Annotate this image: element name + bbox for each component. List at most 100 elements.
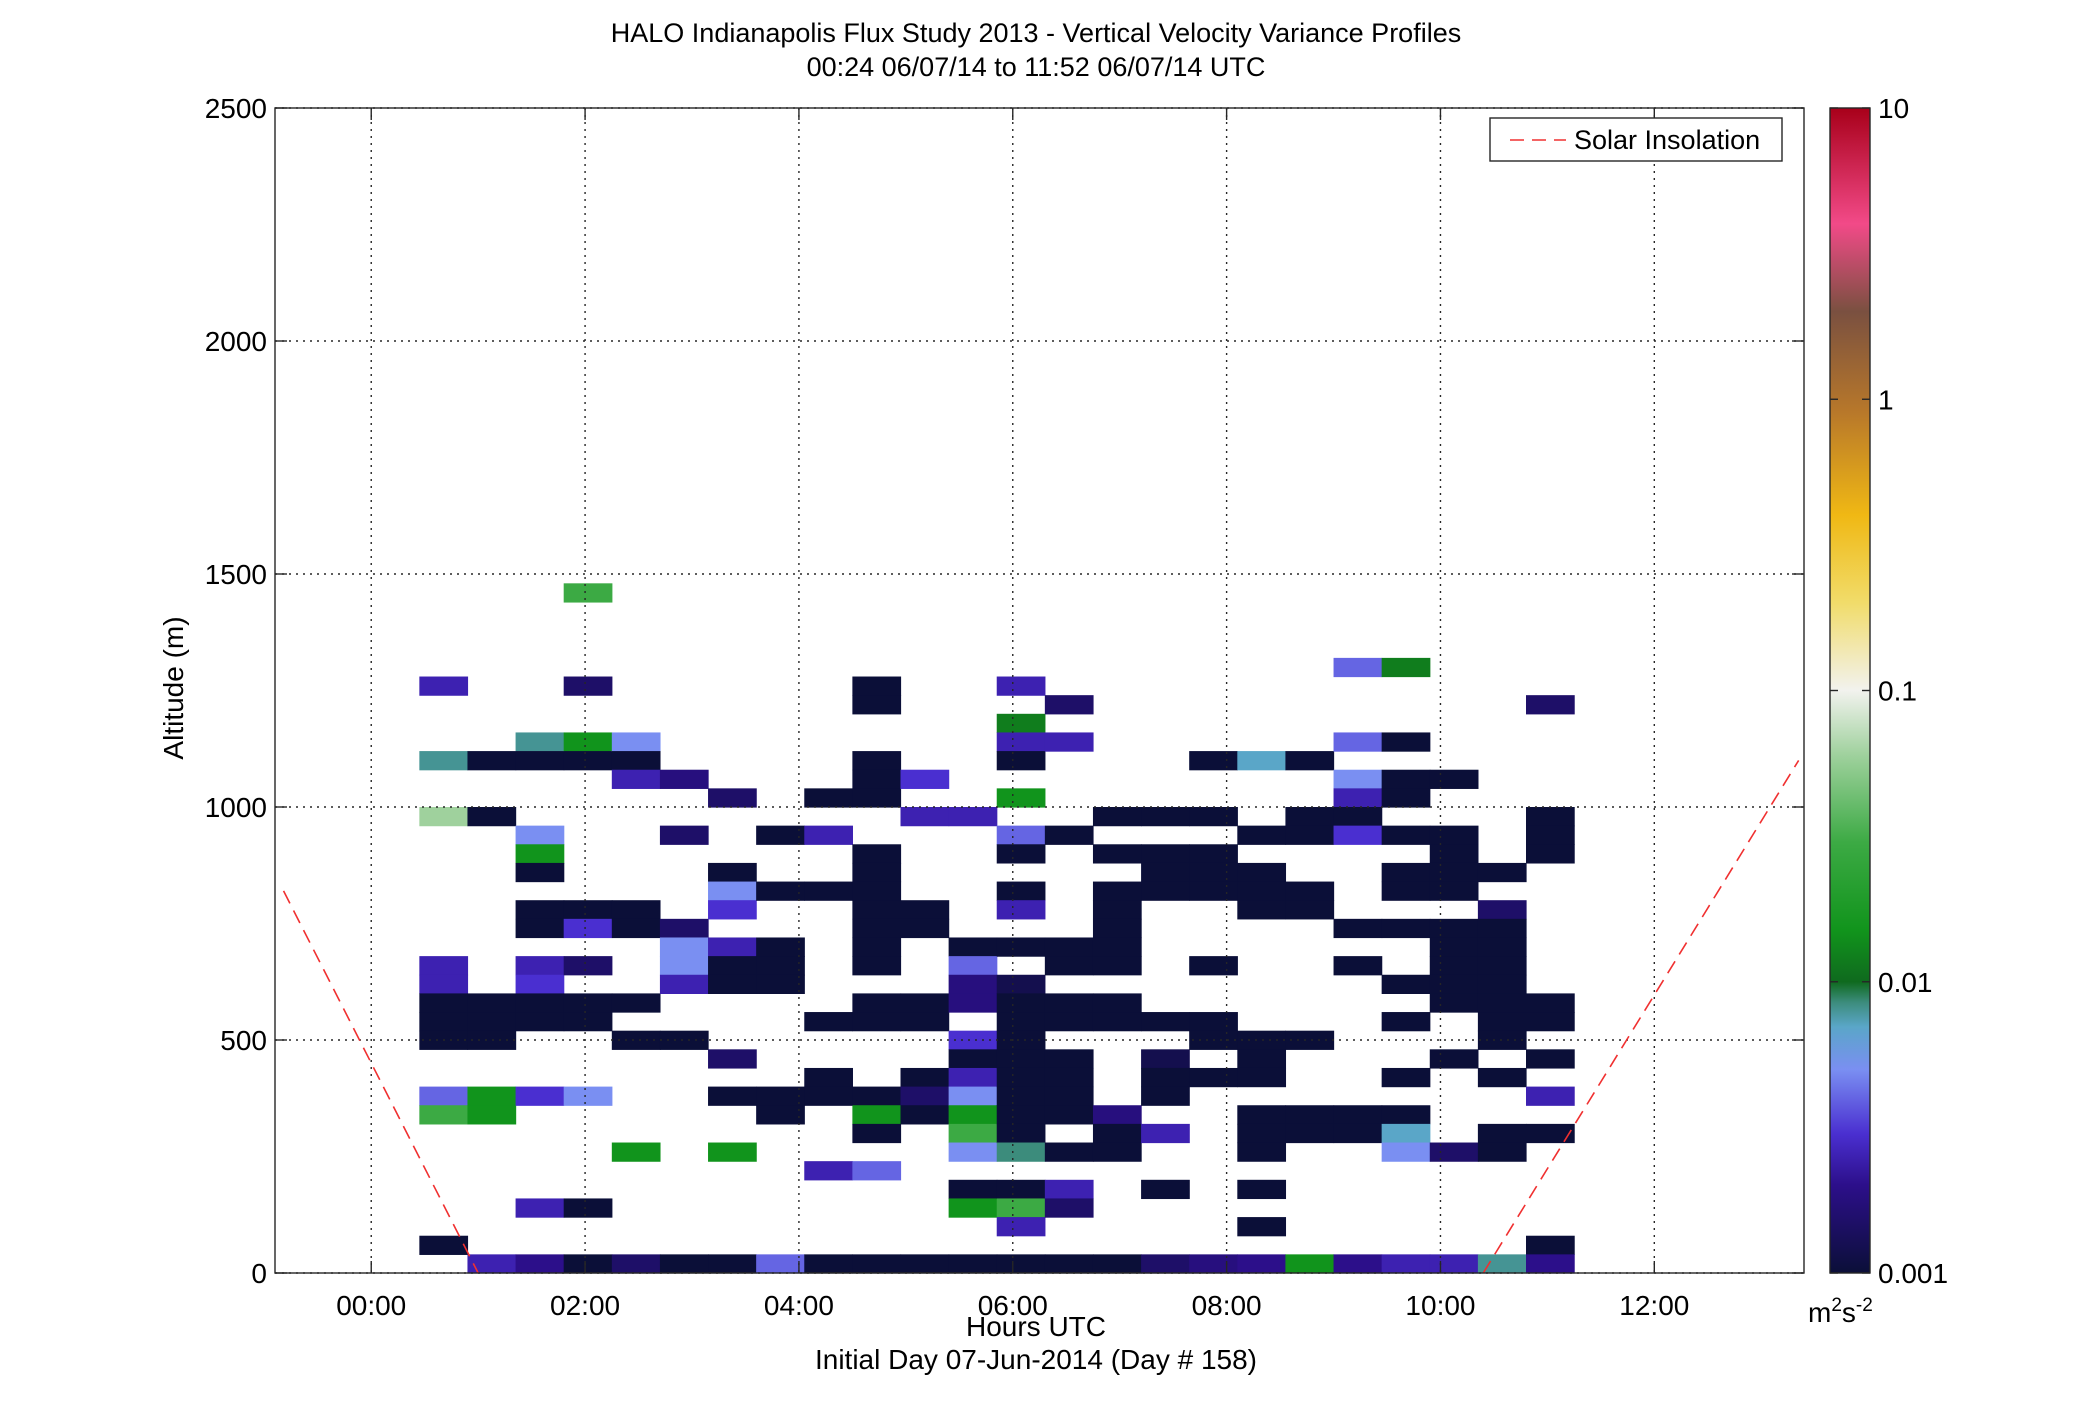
heatmap-cell <box>1092 918 1142 939</box>
heatmap-cell <box>563 918 613 939</box>
heatmap-cell <box>1044 1012 1094 1032</box>
heatmap-cell <box>708 956 757 976</box>
heatmap-cell <box>1526 993 1575 1013</box>
solar-insolation-line <box>282 890 479 1274</box>
heatmap-cell <box>948 937 998 957</box>
heatmap-cell <box>1333 769 1383 789</box>
heatmap-cell <box>1429 844 1479 864</box>
heatmap-cell <box>996 1086 1046 1106</box>
heatmap-cell <box>1381 862 1431 883</box>
heatmap-cell <box>1237 881 1287 901</box>
colorbar-tick-label: 0.1 <box>1878 676 1917 707</box>
heatmap-cell <box>1092 937 1142 957</box>
plot-frame <box>274 107 1805 1274</box>
heatmap-cell <box>1526 825 1575 845</box>
heatmap-cell <box>515 844 565 864</box>
heatmap-cell <box>852 956 902 976</box>
heatmap-cell <box>467 1012 517 1032</box>
heatmap-cell <box>852 844 902 864</box>
heatmap-cell <box>900 918 950 939</box>
heatmap-cell <box>515 974 565 994</box>
heatmap-cell <box>1477 1123 1527 1144</box>
heatmap-cell <box>1381 1012 1431 1032</box>
colorbar-tick-label: 10 <box>1878 93 1909 124</box>
heatmap-cell <box>996 1030 1046 1050</box>
heatmap-cell <box>563 732 613 752</box>
heatmap-cell <box>1429 881 1479 901</box>
heatmap-cell <box>419 1012 469 1032</box>
heatmap-cell <box>1189 844 1238 864</box>
heatmap-cell <box>852 1105 902 1125</box>
heatmap-cell <box>1381 1123 1431 1144</box>
heatmap-cell <box>1237 825 1287 845</box>
heatmap-cell <box>1477 1142 1527 1162</box>
y-tick-label: 0 <box>251 1258 267 1289</box>
heatmap-cell <box>419 1235 469 1255</box>
heatmap-cell <box>1381 657 1431 678</box>
heatmap-cell <box>996 788 1046 808</box>
heatmap-cell <box>659 937 709 957</box>
heatmap-cell <box>1189 751 1238 771</box>
heatmap-cell <box>1141 1179 1190 1200</box>
heatmap-cell <box>515 825 565 845</box>
heatmap-cell <box>1381 974 1431 994</box>
heatmap-cell <box>611 900 661 920</box>
heatmap-cell <box>852 676 902 696</box>
heatmap-cell <box>659 974 709 994</box>
heatmap-cell <box>467 1030 517 1050</box>
heatmap-cell <box>1092 881 1142 901</box>
heatmap-cell <box>1381 769 1431 789</box>
colorbar-tick-label: 0.001 <box>1878 1258 1948 1289</box>
heatmap-cell <box>708 1086 757 1106</box>
heatmap-cell <box>900 993 950 1013</box>
heatmap-cell <box>1285 1105 1335 1125</box>
heatmap-cell <box>659 825 709 845</box>
heatmap-cell <box>1477 956 1527 976</box>
heatmap-cell <box>900 1254 950 1274</box>
heatmap-cell <box>948 1105 998 1125</box>
heatmap-cell <box>900 1012 950 1032</box>
heatmap-cell <box>1381 1142 1431 1162</box>
heatmap-cell <box>515 1254 565 1274</box>
heatmap-cell <box>852 918 902 939</box>
heatmap-cell <box>515 1198 565 1218</box>
heatmap-cell <box>563 751 613 771</box>
heatmap-cell <box>1237 1049 1287 1069</box>
legend: Solar Insolation <box>1489 117 1783 162</box>
y-tick-label: 2000 <box>205 326 267 357</box>
heatmap-cell <box>852 881 902 901</box>
heatmap-cell <box>467 1254 517 1274</box>
heatmap-cell <box>804 1161 853 1181</box>
legend-solar-label: Solar Insolation <box>1574 125 1760 155</box>
heatmap-cell <box>419 1086 469 1106</box>
heatmap-cell <box>1477 993 1527 1013</box>
heatmap-cell <box>1333 807 1383 827</box>
heatmap-cell <box>804 1086 853 1106</box>
heatmap-cell <box>708 881 757 901</box>
heatmap-cell <box>1189 1067 1238 1088</box>
heatmap-cell <box>1333 732 1383 752</box>
heatmap-cell <box>852 1254 902 1274</box>
heatmap-cell <box>996 844 1046 864</box>
heatmap-cell <box>1477 862 1527 883</box>
heatmap-cell <box>900 807 950 827</box>
heatmap-cell <box>419 751 469 771</box>
heatmap-cell <box>1237 1030 1287 1050</box>
heatmap-cell <box>1044 1067 1094 1088</box>
x-tick-label: 10:00 <box>1405 1290 1475 1321</box>
heatmap-cell <box>611 751 661 771</box>
heatmap-cell <box>708 900 757 920</box>
heatmap-cell <box>611 993 661 1013</box>
heatmap-cell <box>1429 1254 1479 1274</box>
heatmap-cell <box>1429 918 1479 939</box>
heatmap-cell <box>515 862 565 883</box>
x-tick-label: 12:00 <box>1619 1290 1689 1321</box>
heatmap-cell <box>1477 1030 1527 1050</box>
heatmap-cell <box>1237 751 1287 771</box>
heatmap-cell <box>1381 825 1431 845</box>
heatmap-cell <box>708 1049 757 1069</box>
heatmap-cell <box>852 1123 902 1144</box>
heatmap-cell <box>1044 1179 1094 1200</box>
heatmap-cell <box>1141 1123 1190 1144</box>
